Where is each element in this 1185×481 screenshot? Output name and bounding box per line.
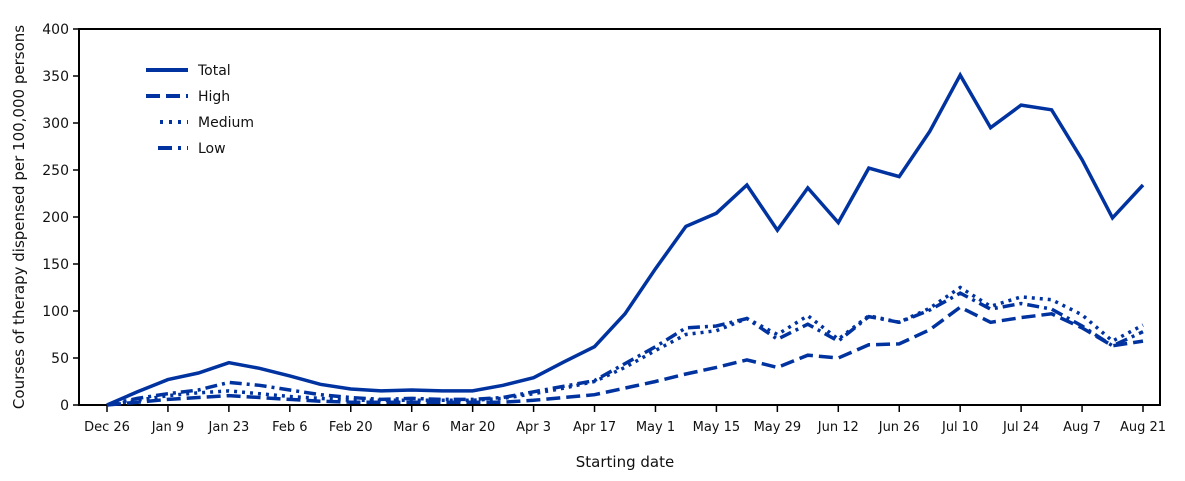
axes: 0 50 100 150 200 250 300 350 400 Dec 26 Jan 9 Jan 2… [42,22,1166,435]
y-tick-label: 0 [60,398,69,414]
x-tick-label: Feb 6 [272,420,307,435]
x-tick-label: Feb 20 [329,420,373,435]
plot-frame [78,28,1161,406]
series-low [106,291,1144,407]
x-tick-label: May 29 [754,420,802,435]
series-lines [106,71,1145,407]
y-tick-label: 350 [42,69,69,85]
x-tick-label: Jan 23 [208,420,250,435]
y-tick-label: 400 [42,22,69,38]
y-tick-label: 150 [42,257,69,273]
y-tick-label: 300 [42,116,69,132]
x-tick-label: Jun 12 [817,420,859,435]
y-tick-label: 200 [42,210,69,226]
legend: Total High Medium Low [146,63,254,157]
x-tick-label: Mar 6 [393,420,430,435]
y-tick-label: 100 [42,304,69,320]
x-tick-label: Apr 17 [573,420,616,435]
x-tick-label: May 1 [636,420,675,435]
x-axis-label: Starting date [576,453,674,471]
x-tick-label: Aug 7 [1063,420,1101,435]
x-tick-label: Apr 3 [516,420,551,435]
x-tick-label: Jul 10 [941,420,978,435]
legend-label-medium: Medium [198,115,254,131]
y-tick-label: 250 [42,163,69,179]
y-axis-label: Courses of therapy dispensed per 100,000… [10,25,28,409]
y-tick-label: 50 [51,351,69,367]
x-tick-label: Jan 9 [151,420,184,435]
legend-label-low: Low [198,141,226,157]
series-total [106,71,1145,407]
series-high [106,305,1144,407]
x-tick-label: May 15 [693,420,741,435]
x-tick-label: Mar 20 [450,420,495,435]
x-tick-label: Jun 26 [878,420,920,435]
legend-label-high: High [198,89,230,105]
x-tick-label: Aug 21 [1120,420,1166,435]
x-tick-label: Jul 24 [1002,420,1039,435]
x-tick-label: Dec 26 [84,420,130,435]
legend-label-total: Total [197,63,231,79]
